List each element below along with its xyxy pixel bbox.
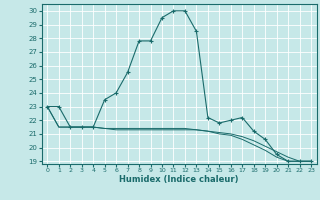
X-axis label: Humidex (Indice chaleur): Humidex (Indice chaleur) bbox=[119, 175, 239, 184]
